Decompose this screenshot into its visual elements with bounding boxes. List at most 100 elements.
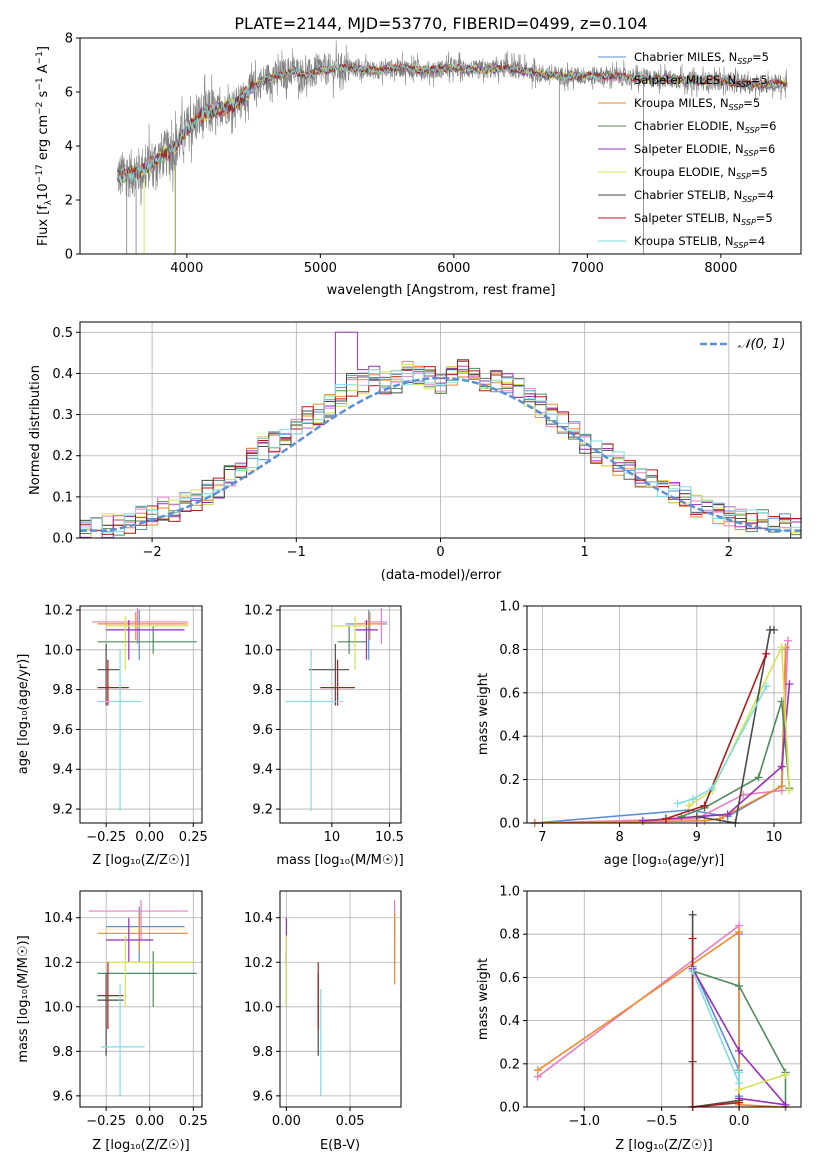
x-tick-label: 5000 xyxy=(304,261,337,276)
series-marker-salpeter-stelib xyxy=(661,814,670,823)
weight-vs-age-xlabel: age [log₁₀(age/yr)] xyxy=(604,853,725,868)
mass-vs-ebv-xlabel: E(B-V) xyxy=(320,1138,360,1153)
mass-vs-z-ticks: −0.25 0.00 0.25 9.6 9.8 10.0 10.2 10.4 xyxy=(44,911,208,1129)
histogram-xlabel: (data-model)/error xyxy=(381,568,502,583)
series-marker-chabrier-stelib xyxy=(692,812,701,821)
x-tick-label: −0.25 xyxy=(86,830,126,845)
weight-vs-age-plot-area xyxy=(527,605,801,827)
legend-label-chabrier-elodie: Chabrier ELODIE, NSSP=6 xyxy=(634,119,776,135)
histogram-plot-area xyxy=(79,322,802,539)
x-tick-label: 8000 xyxy=(704,261,737,276)
mass-vs-ebv-panel: 0.00 0.05 9.6 9.8 10.0 10.2 10.4 E(B-V) xyxy=(244,890,402,1153)
x-tick-label: 0.0 xyxy=(729,1114,750,1129)
series-marker-kroupa-miles xyxy=(533,1066,542,1075)
x-tick-label: 4000 xyxy=(170,261,203,276)
x-tick-label: 7 xyxy=(538,830,546,845)
mass-vs-ebv-axes-frame xyxy=(279,890,402,1108)
series-marker-kroupa-elodie xyxy=(685,801,694,810)
histogram-ylabel: Normed distribution xyxy=(28,365,43,495)
x-tick-label: 6000 xyxy=(437,261,470,276)
legend-label-chabrier-stelib: Chabrier STELIB, NSSP=4 xyxy=(634,188,774,204)
y-tick-label: 0.0 xyxy=(499,817,520,832)
y-tick-label: 0.2 xyxy=(499,1057,520,1072)
x-tick-label: 0 xyxy=(436,545,444,560)
series-marker-salpeter-stelib xyxy=(700,801,709,810)
legend-label-salpeter-stelib: Salpeter STELIB, NSSP=5 xyxy=(634,211,773,227)
model-line-kroupa-stelib xyxy=(117,62,788,182)
series-line-salpeter-stelib xyxy=(691,938,740,1108)
mass-vs-z-axes-frame xyxy=(79,890,203,1108)
age-vs-z-plot-area xyxy=(80,606,202,823)
y-tick-label: 4 xyxy=(65,140,73,155)
y-tick-label: 0.8 xyxy=(499,643,520,658)
series-marker-kroupa-stelib xyxy=(708,784,717,793)
series-marker-kroupa-miles xyxy=(735,928,744,937)
histogram-ticks: −2 −1 0 1 2 0.0 0.1 0.2 0.3 0.4 0.5 xyxy=(52,326,733,560)
x-tick-label: −0.25 xyxy=(86,1114,126,1129)
x-tick-label: 10 xyxy=(766,830,783,845)
y-tick-label: 0.2 xyxy=(52,449,73,464)
legend-label-kroupa-miles: Kroupa MILES, NSSP=5 xyxy=(634,96,760,112)
series-line-kroupa-stelib xyxy=(677,685,768,805)
histogram-step-kroupa-stelib xyxy=(79,367,802,538)
y-tick-label: 0.4 xyxy=(499,1014,520,1029)
y-tick-label: 0.0 xyxy=(52,532,73,547)
x-tick-label: 1 xyxy=(581,545,589,560)
series-marker-kroupa-stelib xyxy=(762,682,771,691)
y-tick-label: 0.8 xyxy=(499,928,520,943)
series-marker-salpeter-miles xyxy=(783,636,792,645)
histogram-legend: 𝒩(0, 1) xyxy=(700,337,785,352)
series-marker-chabrier-elodie xyxy=(735,982,744,991)
x-tick-label: 0.25 xyxy=(179,830,208,845)
x-tick-label: 0.00 xyxy=(272,1114,301,1129)
x-tick-label: 0.00 xyxy=(135,1114,164,1129)
gaussian-legend-label: 𝒩(0, 1) xyxy=(738,337,785,352)
y-tick-label: 9.6 xyxy=(252,723,273,738)
y-tick-label: 0.6 xyxy=(499,971,520,986)
mass-vs-z-panel: −0.25 0.00 0.25 9.6 9.8 10.0 10.2 10.4 Z [log₁₀… xyxy=(16,890,208,1153)
y-tick-label: 9.8 xyxy=(252,683,273,698)
series-marker-salpeter-stelib xyxy=(735,1098,744,1107)
series-marker-chabrier-stelib xyxy=(769,625,778,634)
series-marker-kroupa-stelib xyxy=(688,966,697,975)
x-tick-label: −1 xyxy=(287,545,306,560)
series-line-kroupa-stelib xyxy=(691,970,740,1084)
y-tick-label: 9.4 xyxy=(52,763,73,778)
age-vs-z-ticks: −0.25 0.00 0.25 9.2 9.4 9.6 9.8 10.0 10.2 xyxy=(44,603,208,845)
y-tick-label: 9.8 xyxy=(52,683,73,698)
series-marker-salpeter-elodie xyxy=(781,1100,790,1109)
weight-vs-z-plot-area xyxy=(527,890,801,1111)
series-marker-kroupa-stelib xyxy=(735,1079,744,1088)
legend-label-kroupa-elodie: Kroupa ELODIE, NSSP=5 xyxy=(634,165,768,181)
mass-vs-z-xlabel: Z [log₁₀(Z/Z☉)] xyxy=(92,1138,189,1153)
y-tick-label: 9.6 xyxy=(52,723,73,738)
age-vs-mass-axes-frame xyxy=(279,605,402,824)
y-tick-label: 1.0 xyxy=(499,600,520,615)
series-marker-kroupa-miles xyxy=(715,814,724,823)
y-tick-label: 9.8 xyxy=(52,1045,73,1060)
spectrum-xlabel: wavelength [Angstrom, rest frame] xyxy=(327,283,556,298)
age-vs-mass-xlabel: mass [log₁₀(M/M☉)] xyxy=(276,853,403,868)
weight-vs-z-panel: −1.0 −0.5 0.0 0.0 0.2 0.4 0.6 0.8 1.0 Z [log₁₀(Z… xyxy=(476,885,802,1153)
x-tick-label: 9 xyxy=(693,830,701,845)
weight-vs-age-ticks: 7 8 9 10 0.0 0.2 0.4 0.6 0.8 1.0 xyxy=(499,600,782,846)
legend-label-salpeter-miles: Salpeter MILES, NSSP=5 xyxy=(634,73,768,89)
legend-label-kroupa-stelib: Kroupa STELIB, NSSP=4 xyxy=(634,234,765,250)
y-tick-label: 10.4 xyxy=(244,911,273,926)
series-marker-kroupa-miles xyxy=(777,782,786,791)
y-tick-label: 1.0 xyxy=(499,885,520,900)
y-tick-label: 10.0 xyxy=(44,643,73,658)
y-tick-label: 0 xyxy=(65,248,73,263)
series-marker-chabrier-elodie xyxy=(754,773,763,782)
spectrum-ylabel: Flux [fλ10−17 erg cm−2 s−1 A−1] xyxy=(35,46,54,246)
legend-label-salpeter-elodie: Salpeter ELODIE, NSSP=6 xyxy=(634,142,775,158)
y-tick-label: 9.6 xyxy=(52,1089,73,1104)
y-tick-label: 10.2 xyxy=(244,603,273,618)
y-tick-label: 9.2 xyxy=(52,803,73,818)
x-tick-label: −0.5 xyxy=(646,1114,678,1129)
x-tick-label: 10 xyxy=(324,830,341,845)
y-tick-label: 8 xyxy=(65,32,73,47)
x-tick-label: 0.00 xyxy=(135,830,164,845)
y-tick-label: 6 xyxy=(65,86,73,101)
y-tick-label: 0.5 xyxy=(52,326,73,341)
